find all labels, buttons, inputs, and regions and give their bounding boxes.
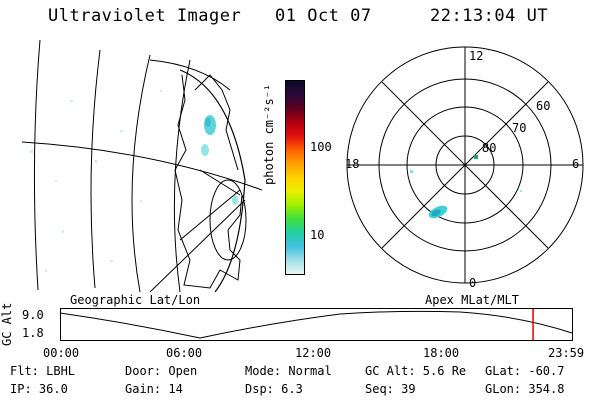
- status-field-value: LBHL: [46, 364, 76, 378]
- status-field: Gain: 14: [125, 382, 183, 396]
- colorbar-tick-10: 10: [310, 228, 325, 242]
- mlt-line: [381, 81, 549, 249]
- geographic-map: [22, 39, 262, 292]
- status-field-label: Dsp:: [245, 382, 282, 396]
- lat-label-80: 80: [482, 141, 496, 155]
- status-field: Dsp: 6.3: [245, 382, 303, 396]
- status-field: GLat: -60.7: [485, 364, 564, 378]
- mlt-label-12: 12: [469, 49, 483, 63]
- status-field-label: IP:: [10, 382, 39, 396]
- instrument-title: Ultraviolet Imager: [48, 6, 242, 26]
- earth-limb: [179, 69, 246, 292]
- time-tick: 18:00: [423, 346, 460, 360]
- altitude-ymin: 1.8: [22, 326, 44, 340]
- status-field-value: 39: [401, 382, 416, 396]
- time-tick: 23:59: [548, 346, 585, 360]
- date-label: 01 Oct 07: [275, 6, 372, 26]
- colorbar-unit-label: photon cm⁻²s⁻¹: [262, 83, 276, 185]
- meridian-line: [173, 59, 191, 292]
- polar-plot: 12 18 6 0 60 70 80: [345, 46, 584, 290]
- status-field-value: Open: [168, 364, 198, 378]
- latitude-circle: [209, 179, 247, 261]
- time-label: 22:13:04 UT: [430, 6, 549, 26]
- status-field-value: 6.3: [281, 382, 303, 396]
- altitude-ylabel: GC Alt: [0, 302, 14, 346]
- status-field-label: Seq:: [365, 382, 402, 396]
- status-field-value: 354.8: [528, 382, 565, 396]
- status-field: Mode: Normal: [245, 364, 332, 378]
- status-field-value: 14: [168, 382, 183, 396]
- colorbar-tick-100: 100: [310, 140, 332, 154]
- time-tick: 12:00: [295, 346, 332, 360]
- geographic-title: Geographic Lat/Lon: [70, 293, 201, 307]
- coastline: [194, 74, 239, 171]
- altitude-ymax: 9.0: [22, 308, 44, 322]
- lat-label-70: 70: [512, 121, 526, 135]
- status-field-label: Mode:: [245, 364, 289, 378]
- altitude-curve: [60, 310, 573, 339]
- status-field-label: Door:: [125, 364, 169, 378]
- background-noise: [30, 90, 162, 272]
- time-tick: 06:00: [166, 346, 203, 360]
- status-field: Door: Open: [125, 364, 197, 378]
- coastline: [174, 74, 243, 289]
- polar-aurora: [410, 155, 522, 219]
- status-field-value: Normal: [288, 364, 332, 378]
- status-field: GC Alt: 5.6 Re: [365, 364, 466, 378]
- meridian-line: [131, 54, 151, 292]
- status-field: Flt: LBHL: [10, 364, 75, 378]
- status-field: GLon: 354.8: [485, 382, 564, 396]
- status-field-label: GLat:: [485, 364, 529, 378]
- status-field-value: -60.7: [528, 364, 565, 378]
- aurora-emission: [201, 115, 238, 205]
- parallel-line: [22, 141, 262, 191]
- mlt-label-18: 18: [345, 157, 359, 171]
- status-field-label: Flt:: [10, 364, 47, 378]
- apex-title: Apex MLat/MLT: [425, 293, 519, 307]
- status-field-label: Gain:: [125, 382, 169, 396]
- parallel-line: [149, 59, 231, 91]
- status-field-label: GLon:: [485, 382, 529, 396]
- status-field: IP: 36.0: [10, 382, 68, 396]
- mlt-label-6: 6: [572, 157, 579, 171]
- status-field-value: 36.0: [38, 382, 68, 396]
- colorbar: [285, 80, 305, 275]
- time-tick: 00:00: [43, 346, 80, 360]
- status-field: Seq: 39: [365, 382, 416, 396]
- status-field-label: GC Alt:: [365, 364, 423, 378]
- lat-label-60: 60: [536, 99, 550, 113]
- mlt-label-0: 0: [469, 276, 476, 290]
- meridian-line: [90, 49, 101, 289]
- meridian-line: [33, 39, 41, 291]
- altitude-plot: [60, 308, 573, 341]
- status-field-value: 5.6 Re: [422, 364, 467, 378]
